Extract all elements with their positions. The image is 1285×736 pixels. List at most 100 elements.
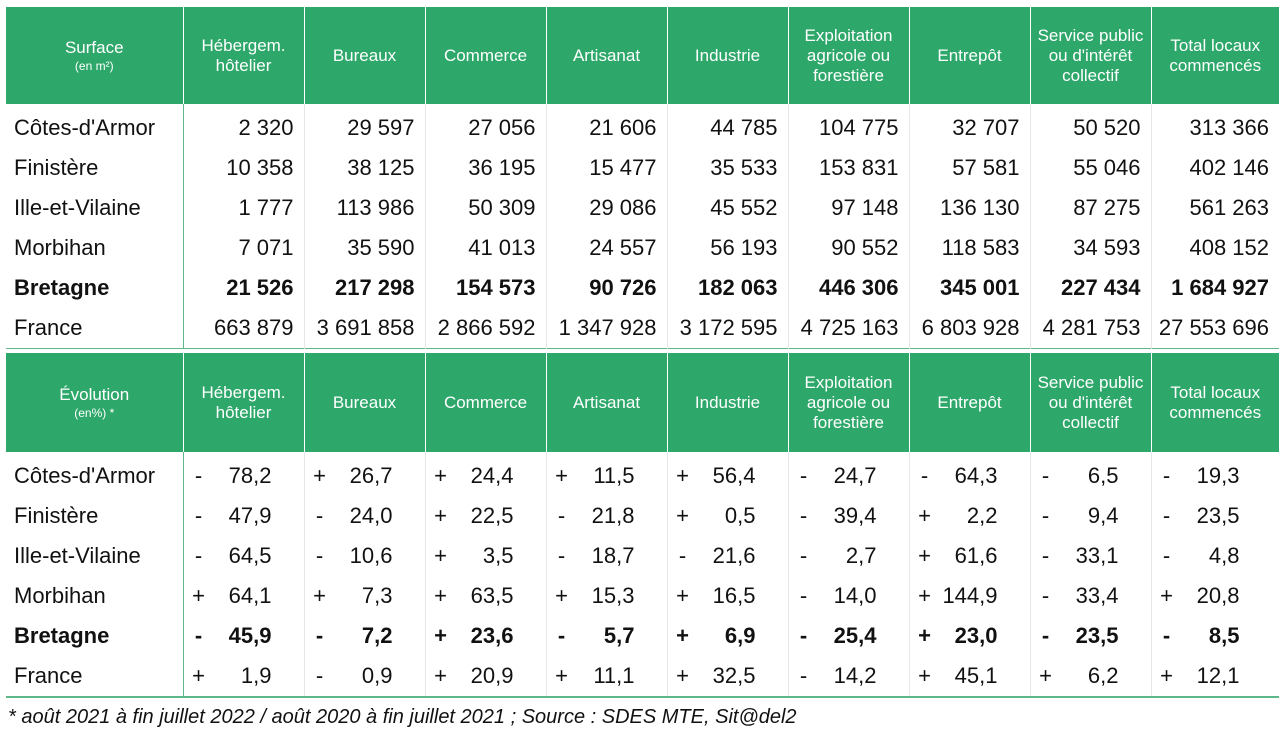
- change-sign: -: [799, 543, 808, 568]
- table-cell: +6,9: [667, 616, 789, 656]
- change-value: 64,5: [228, 543, 272, 568]
- table-cell: 32 707: [909, 104, 1031, 148]
- table-cell: -14,2: [788, 656, 910, 697]
- table-cell: 3 172 595: [667, 308, 789, 349]
- table-cell: +144,9: [909, 576, 1031, 616]
- change-value: 144,9: [942, 583, 998, 608]
- table-cell: +16,5: [667, 576, 789, 616]
- table-row: Bretagne 21 526 217 298 154 573 90 726 182 06…: [6, 268, 1279, 308]
- change-value: 24,7: [833, 463, 877, 488]
- table-cell: -78,2: [183, 452, 305, 496]
- table-cell: 24 557: [546, 228, 668, 268]
- table-cell: +23,0: [909, 616, 1031, 656]
- table-cell: 41 013: [425, 228, 547, 268]
- table-cell: -39,4: [788, 496, 910, 536]
- table-cell: +45,1: [909, 656, 1031, 697]
- change-sign: +: [1160, 583, 1173, 608]
- table-cell: - 0,9: [304, 656, 426, 697]
- column-header: Service public ou d'intérêt collectif: [1030, 353, 1152, 452]
- table-cell: -64,5: [183, 536, 305, 576]
- column-header: Commerce: [425, 7, 547, 104]
- table-cell: 1 347 928: [546, 308, 668, 349]
- table-cell: 2 320: [183, 104, 305, 148]
- change-value: 64,1: [228, 583, 272, 608]
- change-value: 14,0: [833, 583, 877, 608]
- table-cell: 561 263: [1189, 195, 1269, 220]
- row-label: Finistère: [6, 496, 184, 536]
- column-header: Bureaux: [304, 7, 426, 104]
- evolution-header-row: Évolution (en%) * Hébergem. hôtelier Bureau…: [6, 353, 1279, 452]
- table-cell: +0,5: [667, 496, 789, 536]
- table-row: Côtes-d'Armor 2 320 29 597 27 056 21 606 44 7…: [6, 104, 1279, 148]
- change-sign: -: [315, 623, 324, 648]
- table-cell: 50 309: [425, 188, 547, 228]
- table-row: Ille-et-Vilaine 1 777 113 986 50 309 29 086 4…: [6, 188, 1279, 228]
- table-cell: 90 726: [546, 268, 668, 308]
- table-cell: 97 148: [788, 188, 910, 228]
- change-sign: +: [434, 623, 447, 648]
- change-sign: +: [676, 663, 689, 688]
- change-sign: +: [192, 583, 205, 608]
- change-value: 56,4: [712, 463, 756, 488]
- change-value: 22,5: [470, 503, 514, 528]
- change-value: 10,6: [349, 543, 393, 568]
- table-cell: 87 275: [1030, 188, 1152, 228]
- row-label: Côtes-d'Armor: [6, 104, 184, 148]
- table-cell: 29 597: [304, 104, 426, 148]
- row-label: Finistère: [6, 148, 184, 188]
- change-value: 19,3: [1196, 463, 1240, 488]
- table-cell: +3,5: [425, 536, 547, 576]
- table-row: Finistère 10 358 38 125 36 195 15 477 35 533 1…: [6, 148, 1279, 188]
- table-cell: 663 879: [183, 308, 305, 349]
- change-value: 20,8: [1196, 583, 1240, 608]
- table-cell: 56 193: [667, 228, 789, 268]
- row-label: Morbihan: [6, 576, 184, 616]
- table-cell: -45,9: [183, 616, 305, 656]
- table-cell: -24,0: [304, 496, 426, 536]
- change-sign: -: [1041, 503, 1050, 528]
- table-cell: 35 533: [667, 148, 789, 188]
- change-sign: +: [192, 663, 205, 688]
- column-header: Industrie: [667, 7, 789, 104]
- table-cell: 50 520: [1030, 104, 1152, 148]
- report-tables: Surface (en m²) Hébergem. hôtelier Bureaux C…: [6, 7, 1279, 698]
- table-cell: -21,8: [546, 496, 668, 536]
- table-cell: +2,2: [909, 496, 1031, 536]
- table-cell: 27 553 696: [1158, 315, 1269, 340]
- change-sign: +: [434, 663, 447, 688]
- change-sign: +: [555, 463, 568, 488]
- row-label: France: [6, 656, 184, 697]
- column-header: Total locaux commencés: [1151, 7, 1279, 104]
- change-sign: -: [1162, 543, 1171, 568]
- change-sign: -: [557, 543, 566, 568]
- table-cell: 2 866 592: [425, 308, 547, 349]
- table-cell: 4 725 163: [788, 308, 910, 349]
- change-sign: +: [918, 583, 931, 608]
- column-header: Exploitation agricole ou forestière: [788, 353, 910, 452]
- column-header: Hébergem. hôtelier: [183, 353, 305, 452]
- column-header: Entrepôt: [909, 353, 1031, 452]
- table-cell: 446 306: [788, 268, 910, 308]
- surface-header-unit: (en m²): [74, 58, 114, 73]
- table-cell: 10 358: [183, 148, 305, 188]
- change-value: 16,5: [712, 583, 756, 608]
- table-cell: -33,1: [1030, 536, 1152, 576]
- change-value: 9,4: [1087, 503, 1119, 528]
- column-header: Artisanat: [546, 7, 668, 104]
- table-cell: +64,1: [183, 576, 305, 616]
- change-sign: -: [1162, 623, 1171, 648]
- change-sign: -: [194, 543, 203, 568]
- table-cell: -23,5: [1030, 616, 1152, 656]
- table-cell: -25,4: [788, 616, 910, 656]
- change-sign: -: [557, 503, 566, 528]
- column-header: Entrepôt: [909, 7, 1031, 104]
- table-cell: 36 195: [425, 148, 547, 188]
- change-sign: -: [194, 623, 203, 648]
- footnote: * août 2021 à fin juillet 2022 / août 20…: [8, 706, 797, 728]
- table-cell: +12,1: [1151, 656, 1279, 697]
- change-sign: -: [315, 663, 324, 688]
- change-sign: +: [676, 583, 689, 608]
- table-cell: +22,5: [425, 496, 547, 536]
- change-value: 4,8: [1208, 543, 1240, 568]
- change-sign: -: [799, 583, 808, 608]
